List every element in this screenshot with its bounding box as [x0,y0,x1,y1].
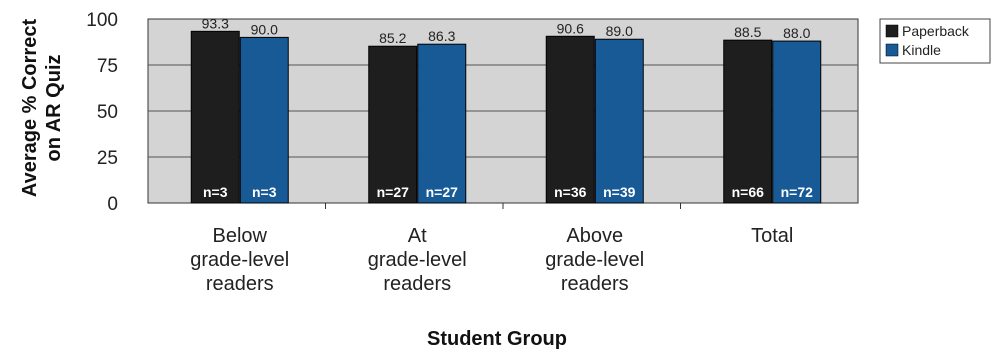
data-label: 88.0 [783,25,810,41]
legend-swatch-kindle [885,43,899,57]
data-label: 93.3 [202,15,229,31]
data-label: 88.5 [734,24,761,40]
legend-frame [879,18,991,64]
legend: Paperback Kindle [879,18,991,64]
y-tick-label: 100 [86,10,118,31]
bar [368,45,418,204]
x-category-label: readers [383,273,451,295]
x-category-label: grade-level [368,249,467,271]
legend-swatch-paperback [885,24,899,38]
x-category-label: Total [751,225,793,247]
y-tick-label: 25 [97,148,118,169]
data-label: 86.3 [428,28,455,44]
bar [594,38,644,204]
bars: 93.3 n=3 90.0 n=3 85.2 n=27 86.3 n=27 90.6 n=36 89… [190,15,822,204]
data-label: 89.0 [606,23,633,39]
x-category-label: grade-level [545,249,644,271]
y-axis-title: Average % Correct on AR Quiz [19,19,65,198]
sample-size-label: n=66 [732,184,765,200]
legend-label-kindle: Kindle [902,42,941,58]
x-category-label: readers [561,273,629,295]
bar [772,40,822,204]
y-tick-label: 50 [97,102,118,123]
sample-size-label: n=39 [603,184,636,200]
x-category-label: readers [206,273,274,295]
x-category-label: grade-level [190,249,289,271]
sample-size-label: n=3 [252,184,277,200]
x-category-label: At [408,225,427,247]
sample-size-label: n=36 [554,184,587,200]
sample-size-label: n=72 [781,184,814,200]
bar [723,39,773,204]
x-category-label: Below [213,225,268,247]
y-axis-title-line-1: Average % Correct [19,19,41,198]
data-label: 90.6 [557,20,584,36]
data-label: 85.2 [379,30,406,46]
y-axis-ticks: 0 25 50 75 100 [86,10,118,215]
bar [190,30,240,204]
y-tick-label: 75 [97,56,118,77]
bar [239,36,289,204]
sample-size-label: n=3 [203,184,228,200]
bar [545,35,595,204]
bar [417,43,467,204]
sample-size-label: n=27 [426,184,459,200]
legend-label-paperback: Paperback [902,23,970,39]
y-tick-label: 0 [107,194,118,215]
y-axis-title-line-2: on AR Quiz [43,54,65,161]
x-axis-categories: Belowgrade-levelreadersAtgrade-levelread… [190,225,793,295]
sample-size-label: n=27 [377,184,410,200]
x-category-label: Above [566,225,623,247]
data-label: 90.0 [251,21,278,37]
x-axis-title: Student Group [427,328,567,350]
